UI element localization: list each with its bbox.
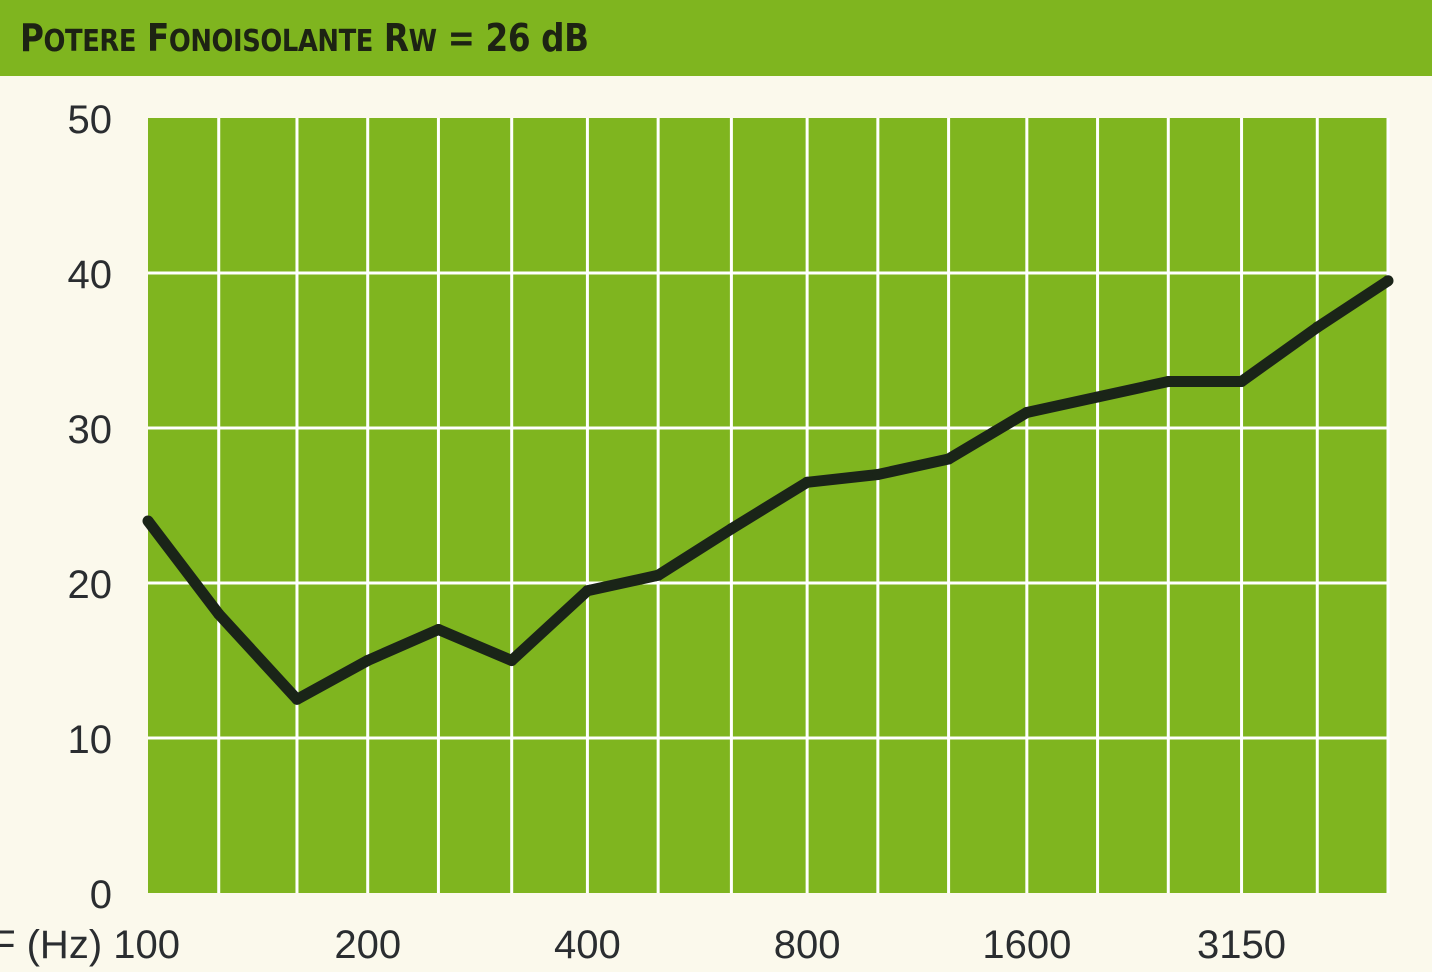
data-point bbox=[1311, 321, 1323, 333]
x-tick-label: 400 bbox=[554, 923, 621, 967]
data-point bbox=[432, 624, 444, 635]
title-word-2-cap: F bbox=[146, 16, 169, 60]
data-point bbox=[362, 655, 374, 666]
title-value: = 26 dB bbox=[447, 16, 589, 60]
data-point bbox=[725, 523, 737, 535]
data-point bbox=[801, 476, 813, 488]
data-point bbox=[291, 693, 303, 705]
data-point bbox=[1236, 376, 1248, 387]
data-point bbox=[1092, 391, 1104, 403]
title-word-2-rest: ONOISOLANTE bbox=[168, 24, 374, 59]
x-tick-label: F (Hz) 100 bbox=[0, 923, 180, 967]
y-tick-label: 10 bbox=[68, 718, 113, 762]
y-tick-label: 20 bbox=[68, 563, 113, 607]
y-tick-label: 40 bbox=[68, 253, 113, 297]
data-point bbox=[142, 515, 154, 527]
data-point bbox=[213, 608, 225, 620]
data-point bbox=[581, 585, 593, 597]
data-point bbox=[1021, 407, 1033, 418]
title-word-1-rest: OTERE bbox=[43, 24, 137, 59]
title-rw-cap: R bbox=[383, 16, 409, 60]
y-tick-label: 30 bbox=[68, 408, 113, 452]
x-tick-label: 200 bbox=[334, 923, 401, 967]
y-tick-label: 0 bbox=[90, 873, 112, 917]
x-tick-label: 1600 bbox=[982, 923, 1071, 967]
data-point bbox=[652, 569, 664, 581]
data-point bbox=[506, 655, 518, 666]
data-point bbox=[1382, 275, 1394, 287]
x-tick-label: 800 bbox=[774, 923, 841, 967]
title-bar: POTERE FONOISOLANTE RW = 26 dB bbox=[0, 0, 1432, 76]
data-point bbox=[943, 453, 955, 465]
title-rw-subscript: W bbox=[408, 24, 437, 59]
x-tick-label: 3150 bbox=[1197, 923, 1286, 967]
data-point bbox=[872, 469, 884, 480]
title-word-1-cap: P bbox=[20, 16, 44, 60]
data-point bbox=[1162, 376, 1174, 387]
y-tick-label: 50 bbox=[68, 98, 113, 142]
chart-title: POTERE FONOISOLANTE RW = 26 dB bbox=[20, 10, 589, 70]
series-line bbox=[143, 276, 1392, 705]
